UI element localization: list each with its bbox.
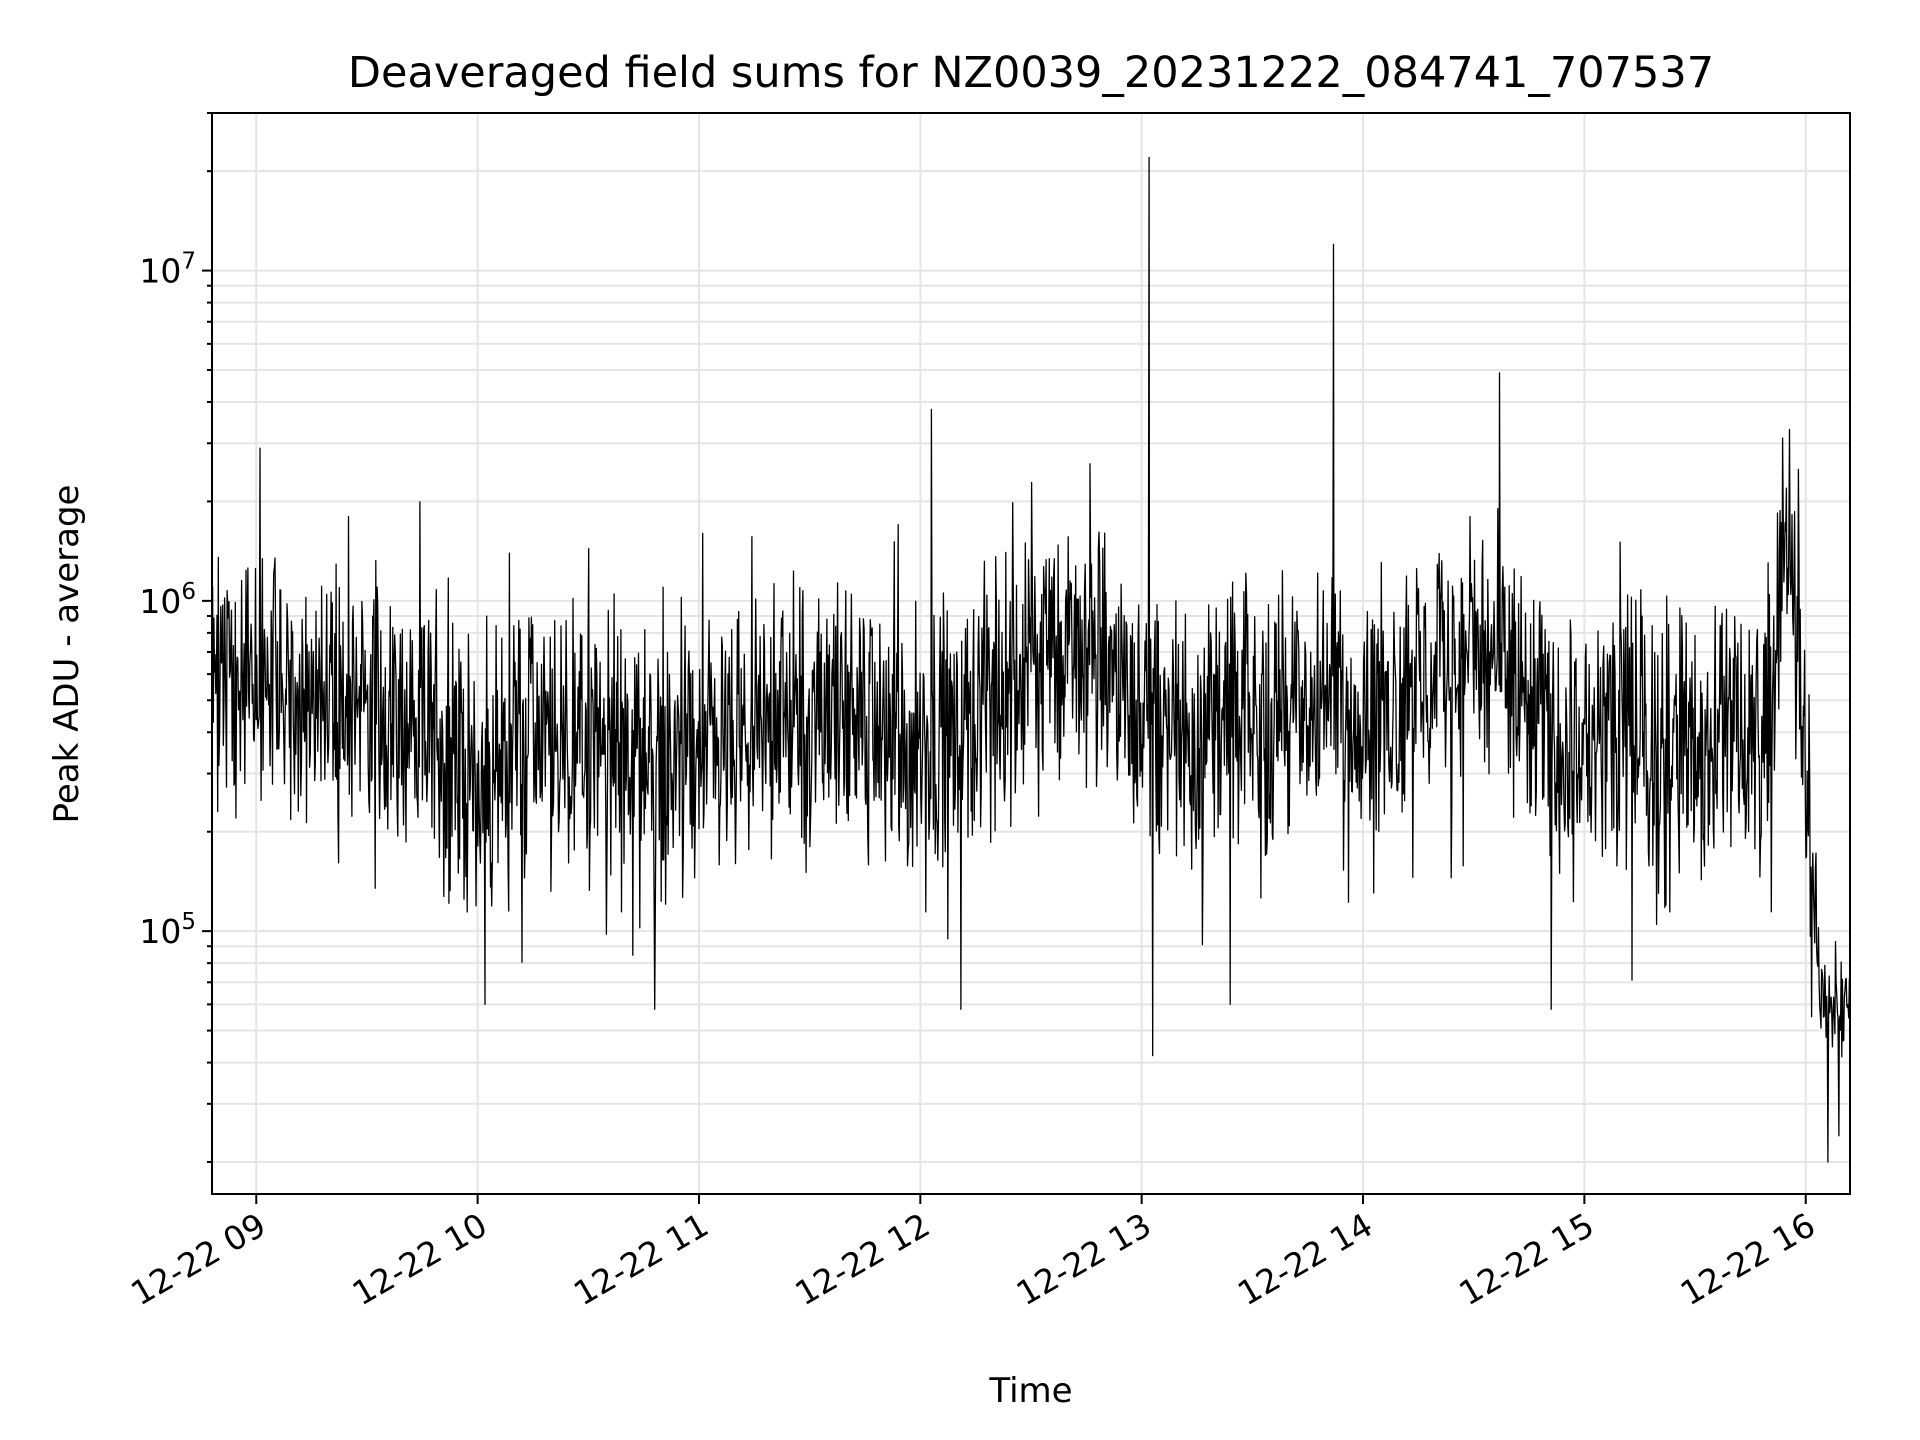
y-tick-base: 10	[139, 582, 181, 621]
y-tick-label: 107	[139, 249, 196, 291]
y-tick-label: 106	[139, 579, 196, 621]
y-tick-exponent: 5	[181, 909, 196, 935]
data-series	[211, 156, 1851, 1163]
y-axis-label: Peak ADU - average	[47, 485, 87, 824]
grid	[212, 112, 1850, 1194]
series-line	[211, 156, 1851, 1163]
y-tick-label: 105	[139, 909, 196, 951]
plot-frame	[211, 112, 1851, 1195]
x-axis-label: Time	[988, 1371, 1072, 1411]
y-tick-base: 10	[139, 912, 181, 951]
y-tick-exponent: 6	[181, 579, 196, 605]
chart-title: Deaveraged field sums for NZ0039_2023122…	[348, 48, 1714, 98]
y-tick-exponent: 7	[181, 249, 196, 275]
y-tick-base: 10	[139, 252, 181, 291]
